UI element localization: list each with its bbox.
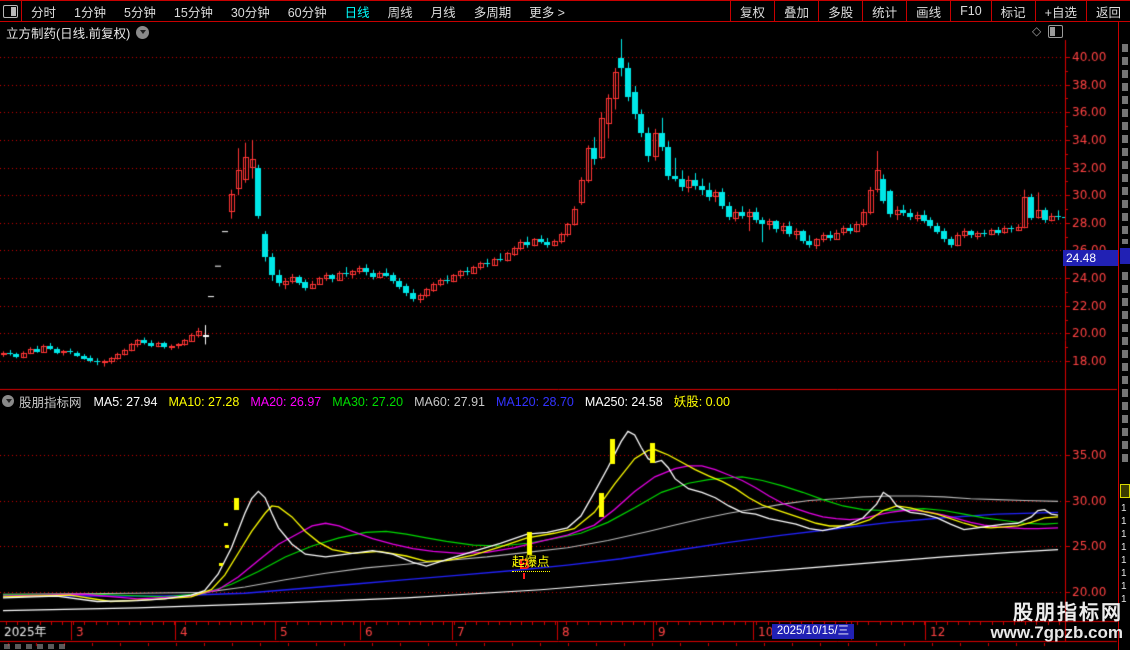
sidebar-digit: 1 — [1121, 542, 1127, 553]
watermark: 股朋指标网 www.7gpzb.com — [990, 603, 1123, 642]
period-tab[interactable]: 分时 — [31, 5, 57, 20]
sidebar-digit: 1 — [1121, 516, 1127, 527]
ma-value-label: MA60: 27.91 — [414, 395, 486, 409]
period-tab[interactable]: 更多 > — [529, 5, 565, 20]
split-window-icon — [3, 4, 18, 18]
sidebar-highlight-blue — [1120, 248, 1130, 264]
period-tab[interactable]: 15分钟 — [173, 5, 213, 20]
signal-annotation-label: 起爆点 — [512, 551, 550, 572]
period-tab[interactable]: 30分钟 — [230, 5, 270, 20]
period-tab[interactable]: 60分钟 — [287, 5, 327, 20]
toolbar-action-button[interactable]: F10 — [950, 1, 991, 21]
period-tab[interactable]: 1分钟 — [74, 5, 106, 20]
symbol-title: 立方制药(日线.前复权) — [6, 26, 131, 41]
sidebar-digit: 1 — [1121, 529, 1127, 540]
sidebar-text-fragments — [1122, 44, 1128, 244]
top-toolbar: 分时 1分钟 5分钟 15分钟 30分钟 60分钟 日线 周线 月线 多周期 更多 > 复权 叠加 多股… — [0, 0, 1130, 22]
toolbar-action-button[interactable]: 标记 — [990, 1, 1035, 21]
toolbar-action-button[interactable]: 统计 — [862, 1, 906, 21]
title-row-icons: ◇ — [1032, 24, 1064, 38]
sidebar-digits: 1 1 1 1 1 1 1 1 — [1121, 502, 1127, 606]
period-tab[interactable]: 日线 — [344, 5, 370, 20]
right-sidebar-strip[interactable]: 1 1 1 1 1 1 1 1 — [1118, 22, 1130, 650]
selected-date-badge: 2025/10/15/三 — [772, 624, 854, 639]
sidebar-highlight-yellow — [1120, 484, 1130, 498]
chart-title-row: 立方制药(日线.前复权) — [6, 24, 150, 41]
sidebar-digit: 1 — [1121, 581, 1127, 592]
ma-value-label: MA10: 27.28 — [168, 395, 240, 409]
period-tabs: 分时 1分钟 5分钟 15分钟 30分钟 60分钟 日线 周线 月线 多周期 更多 > — [22, 1, 574, 21]
ma-values: MA5: 27.94 MA10: 27.28 MA20: 26.97 MA30: 27… — [94, 391, 741, 411]
sidebar-digit: 1 — [1121, 555, 1127, 566]
toolbar-spacer — [574, 1, 730, 21]
indicator-source-label: 股朋指标网 — [19, 395, 82, 410]
toolbar-action-button[interactable]: 画线 — [906, 1, 950, 21]
period-tab[interactable]: 月线 — [430, 5, 456, 20]
sidebar-digit: 1 — [1121, 594, 1127, 605]
buy-marker: B — [519, 556, 530, 579]
watermark-site-name: 股朋指标网 — [1013, 602, 1123, 625]
action-buttons: 复权 叠加 多股 统计 画线 F10 标记 +自选 返回 — [730, 1, 1130, 21]
toolbar-action-button[interactable]: 返回 — [1085, 1, 1130, 21]
ma-value-label: 妖股: 0.00 — [673, 395, 730, 409]
toolbar-action-button[interactable]: 复权 — [730, 1, 774, 21]
toolbar-action-button[interactable]: 叠加 — [774, 1, 818, 21]
ma-value-label: MA20: 26.97 — [250, 395, 322, 409]
last-price-badge: 24.48 — [1063, 250, 1118, 266]
ma-value-label: MA120: 28.70 — [496, 395, 574, 409]
sidebar-digit: 1 — [1121, 503, 1127, 514]
chevron-down-icon[interactable] — [136, 25, 150, 39]
ma-value-label: MA5: 27.94 — [93, 395, 158, 409]
layout-split-button[interactable] — [0, 1, 22, 21]
period-tab[interactable]: 周线 — [387, 5, 413, 20]
watermark-site-url: www.7gpzb.com — [990, 623, 1123, 643]
period-tab[interactable]: 多周期 — [473, 5, 512, 20]
window-split-icon[interactable] — [1048, 24, 1064, 38]
toolbar-action-button[interactable]: +自选 — [1034, 1, 1086, 21]
ma-value-label: MA250: 24.58 — [584, 395, 663, 409]
collapse-panel-icon[interactable] — [2, 395, 14, 407]
indicator-header: 股朋指标网 MA5: 27.94 MA10: 27.28 MA20: 26.97 MA… — [2, 391, 741, 411]
toolbar-action-button[interactable]: 多股 — [818, 1, 862, 21]
sidebar-digit: 1 — [1121, 568, 1127, 579]
ma-value-label: MA30: 27.20 — [332, 395, 404, 409]
bottom-clipped-row — [4, 644, 70, 649]
diamond-icon[interactable]: ◇ — [1032, 24, 1042, 38]
sidebar-text-fragments — [1122, 272, 1128, 462]
period-tab[interactable]: 5分钟 — [123, 5, 156, 20]
